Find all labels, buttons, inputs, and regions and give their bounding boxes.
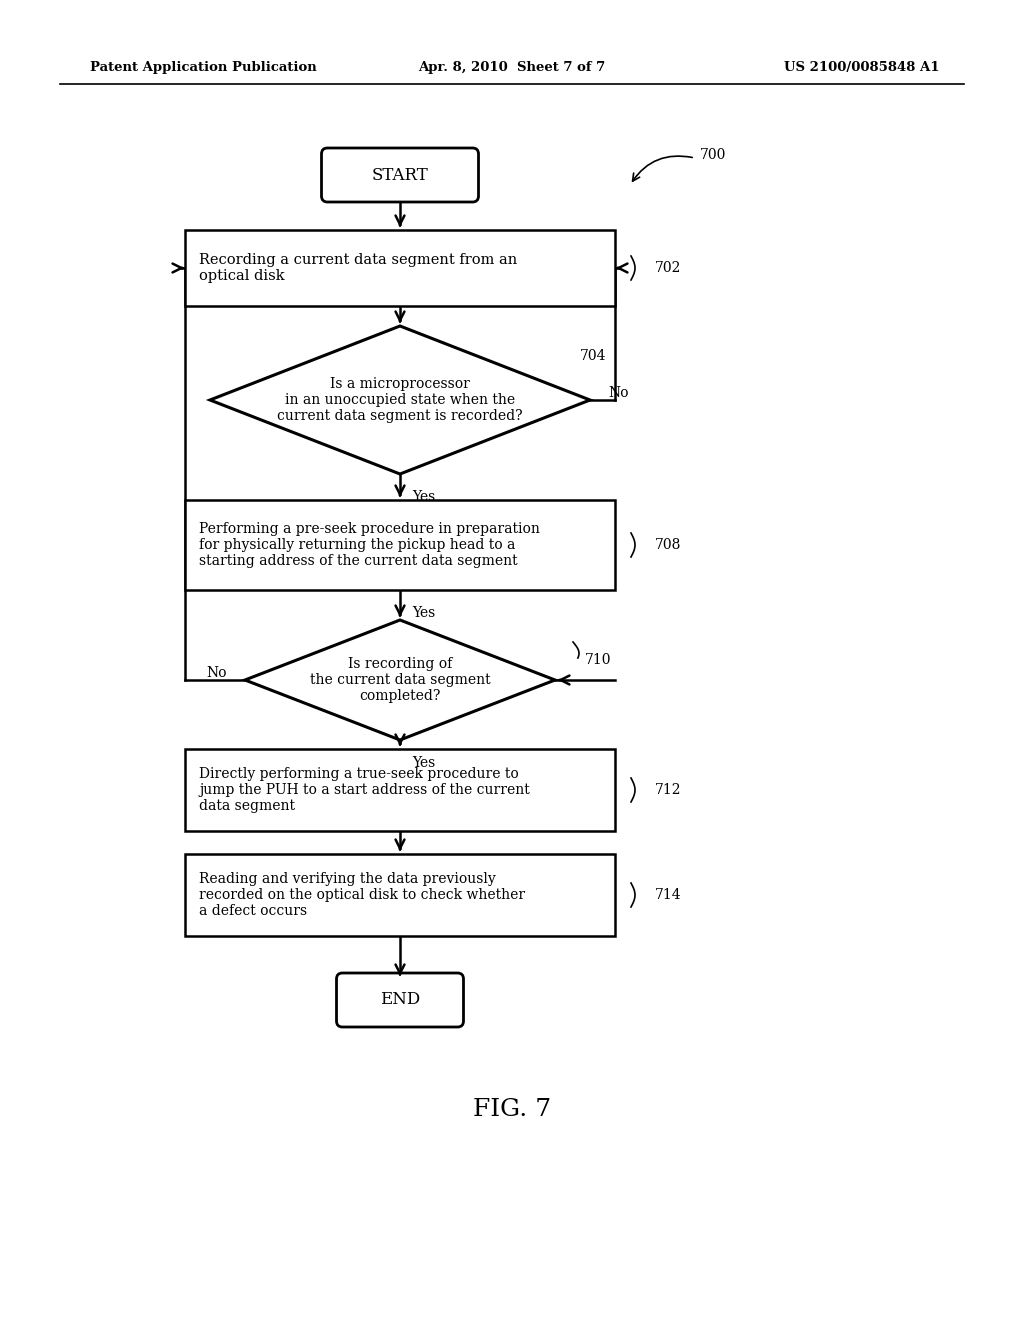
Text: Apr. 8, 2010  Sheet 7 of 7: Apr. 8, 2010 Sheet 7 of 7 — [419, 62, 605, 74]
Text: Reading and verifying the data previously
recorded on the optical disk to check : Reading and verifying the data previousl… — [199, 871, 525, 919]
Text: Patent Application Publication: Patent Application Publication — [90, 62, 316, 74]
Text: Yes: Yes — [412, 490, 435, 504]
Text: Yes: Yes — [412, 606, 435, 620]
Polygon shape — [245, 620, 555, 741]
Text: START: START — [372, 166, 428, 183]
Text: 700: 700 — [700, 148, 726, 162]
Bar — [185, 854, 615, 936]
Text: 710: 710 — [585, 653, 611, 667]
Text: 712: 712 — [655, 783, 682, 797]
Text: 704: 704 — [580, 348, 606, 363]
Text: 702: 702 — [655, 261, 681, 275]
Text: Recording a current data segment from an
optical disk: Recording a current data segment from an… — [199, 253, 517, 282]
Text: 708: 708 — [655, 539, 681, 552]
Text: Performing a pre-seek procedure in preparation
for physically returning the pick: Performing a pre-seek procedure in prepa… — [199, 521, 540, 568]
Text: Directly performing a true-seek procedure to
jump the PUH to a start address of : Directly performing a true-seek procedur… — [199, 767, 529, 813]
Text: Yes: Yes — [412, 756, 435, 770]
Text: Is recording of
the current data segment
completed?: Is recording of the current data segment… — [309, 657, 490, 704]
FancyBboxPatch shape — [322, 148, 478, 202]
Text: US 2100/0085848 A1: US 2100/0085848 A1 — [784, 62, 940, 74]
Bar — [185, 500, 615, 590]
Text: No: No — [207, 667, 227, 680]
Bar — [185, 230, 615, 306]
FancyBboxPatch shape — [337, 973, 464, 1027]
Polygon shape — [210, 326, 590, 474]
Text: Is a microprocessor
in an unoccupied state when the
current data segment is reco: Is a microprocessor in an unoccupied sta… — [278, 376, 523, 424]
Text: 714: 714 — [655, 888, 682, 902]
Bar — [185, 748, 615, 832]
Text: FIG. 7: FIG. 7 — [473, 1098, 551, 1122]
Text: No: No — [608, 385, 629, 400]
Text: END: END — [380, 991, 420, 1008]
